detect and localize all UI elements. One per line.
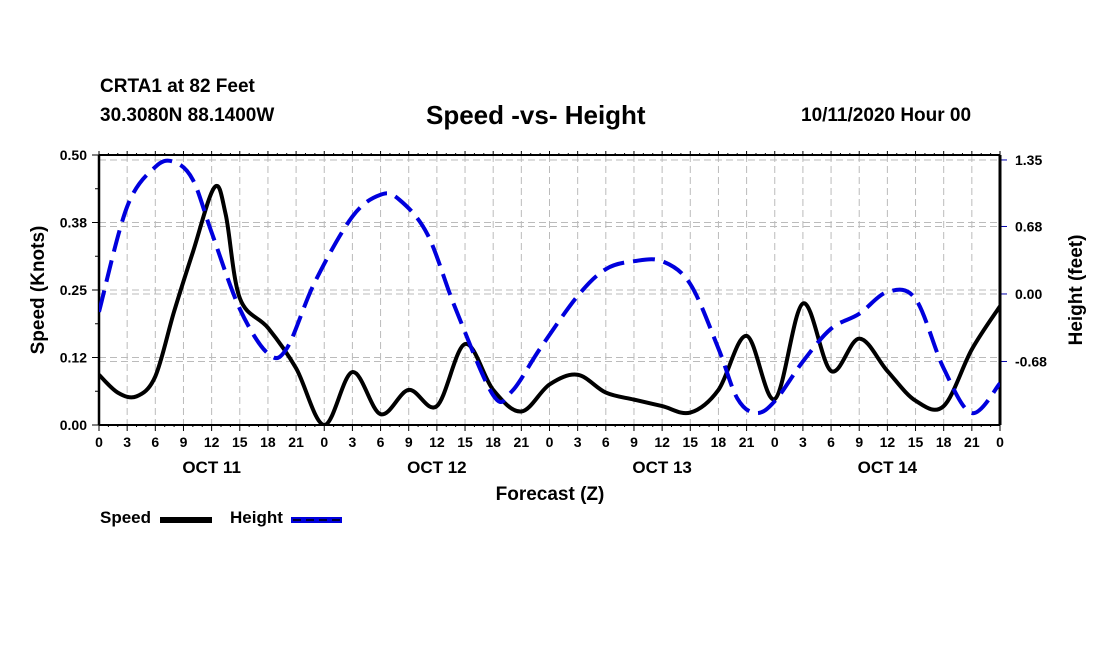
day-label: OCT 12: [407, 458, 467, 477]
legend-height: Height: [230, 508, 283, 528]
x-tick-label: 21: [739, 434, 755, 450]
x-tick-label: 6: [377, 434, 385, 450]
x-tick-label: 0: [95, 434, 103, 450]
x-tick-label: 12: [880, 434, 896, 450]
x-tick-label: 0: [771, 434, 779, 450]
station-coordinates: 30.3080N 88.1400W: [100, 105, 275, 126]
x-tick-label: 6: [151, 434, 159, 450]
x-tick-label: 9: [180, 434, 188, 450]
y-right-axis-label: Height (feet): [1066, 235, 1087, 346]
x-tick-label: 15: [232, 434, 248, 450]
x-tick-label: 21: [964, 434, 980, 450]
day-label: OCT 11: [182, 458, 241, 477]
y-right-tick-label: 0.00: [1015, 286, 1042, 302]
x-tick-label: 3: [574, 434, 582, 450]
x-tick-label: 6: [602, 434, 610, 450]
series-line-speed: [99, 183, 1000, 425]
y-axis-label: Speed (Knots): [28, 226, 49, 355]
x-tick-label: 21: [514, 434, 530, 450]
y-tick-label: 0.25: [60, 282, 87, 298]
x-tick-label: 18: [711, 434, 727, 450]
x-tick-label: 9: [855, 434, 863, 450]
x-tick-label: 0: [996, 434, 1004, 450]
y-right-tick-label: -0.68: [1015, 353, 1047, 369]
x-tick-label: 12: [654, 434, 670, 450]
x-tick-label: 18: [936, 434, 952, 450]
y-right-tick-label: 1.35: [1015, 152, 1042, 168]
y-tick-label: 0.00: [60, 417, 87, 433]
y-tick-label: 0.38: [60, 215, 87, 231]
x-tick-label: 12: [204, 434, 220, 450]
x-axis-label: Forecast (Z): [496, 484, 605, 505]
x-tick-label: 0: [320, 434, 328, 450]
x-tick-label: 15: [908, 434, 924, 450]
day-label: OCT 13: [632, 458, 692, 477]
chart-title: Speed -vs- Height: [426, 100, 646, 130]
series-line-height: [99, 158, 1000, 416]
legend-speed: Speed: [100, 508, 151, 528]
x-tick-label: 6: [827, 434, 835, 450]
x-tick-label: 18: [260, 434, 276, 450]
legend-speed-label: Speed: [100, 508, 152, 527]
day-label: OCT 14: [858, 458, 918, 477]
x-tick-label: 3: [799, 434, 807, 450]
x-tick-label: 9: [405, 434, 413, 450]
x-tick-label: 12: [429, 434, 445, 450]
y-tick-label: 0.12: [60, 350, 87, 366]
station-label: CRTA1 at 82 Feet: [100, 76, 255, 97]
x-tick-label: 3: [123, 434, 131, 450]
y-right-tick-label: 0.68: [1015, 218, 1042, 234]
forecast-datetime: 10/11/2020 Hour 00: [801, 105, 972, 126]
legend-height-label: Height: [230, 508, 283, 527]
x-tick-label: 15: [457, 434, 473, 450]
x-tick-label: 3: [349, 434, 357, 450]
x-tick-label: 15: [682, 434, 698, 450]
x-tick-label: 0: [546, 434, 554, 450]
y-tick-label: 0.50: [60, 147, 87, 163]
x-tick-label: 9: [630, 434, 638, 450]
x-tick-label: 21: [288, 434, 304, 450]
x-tick-label: 18: [485, 434, 501, 450]
